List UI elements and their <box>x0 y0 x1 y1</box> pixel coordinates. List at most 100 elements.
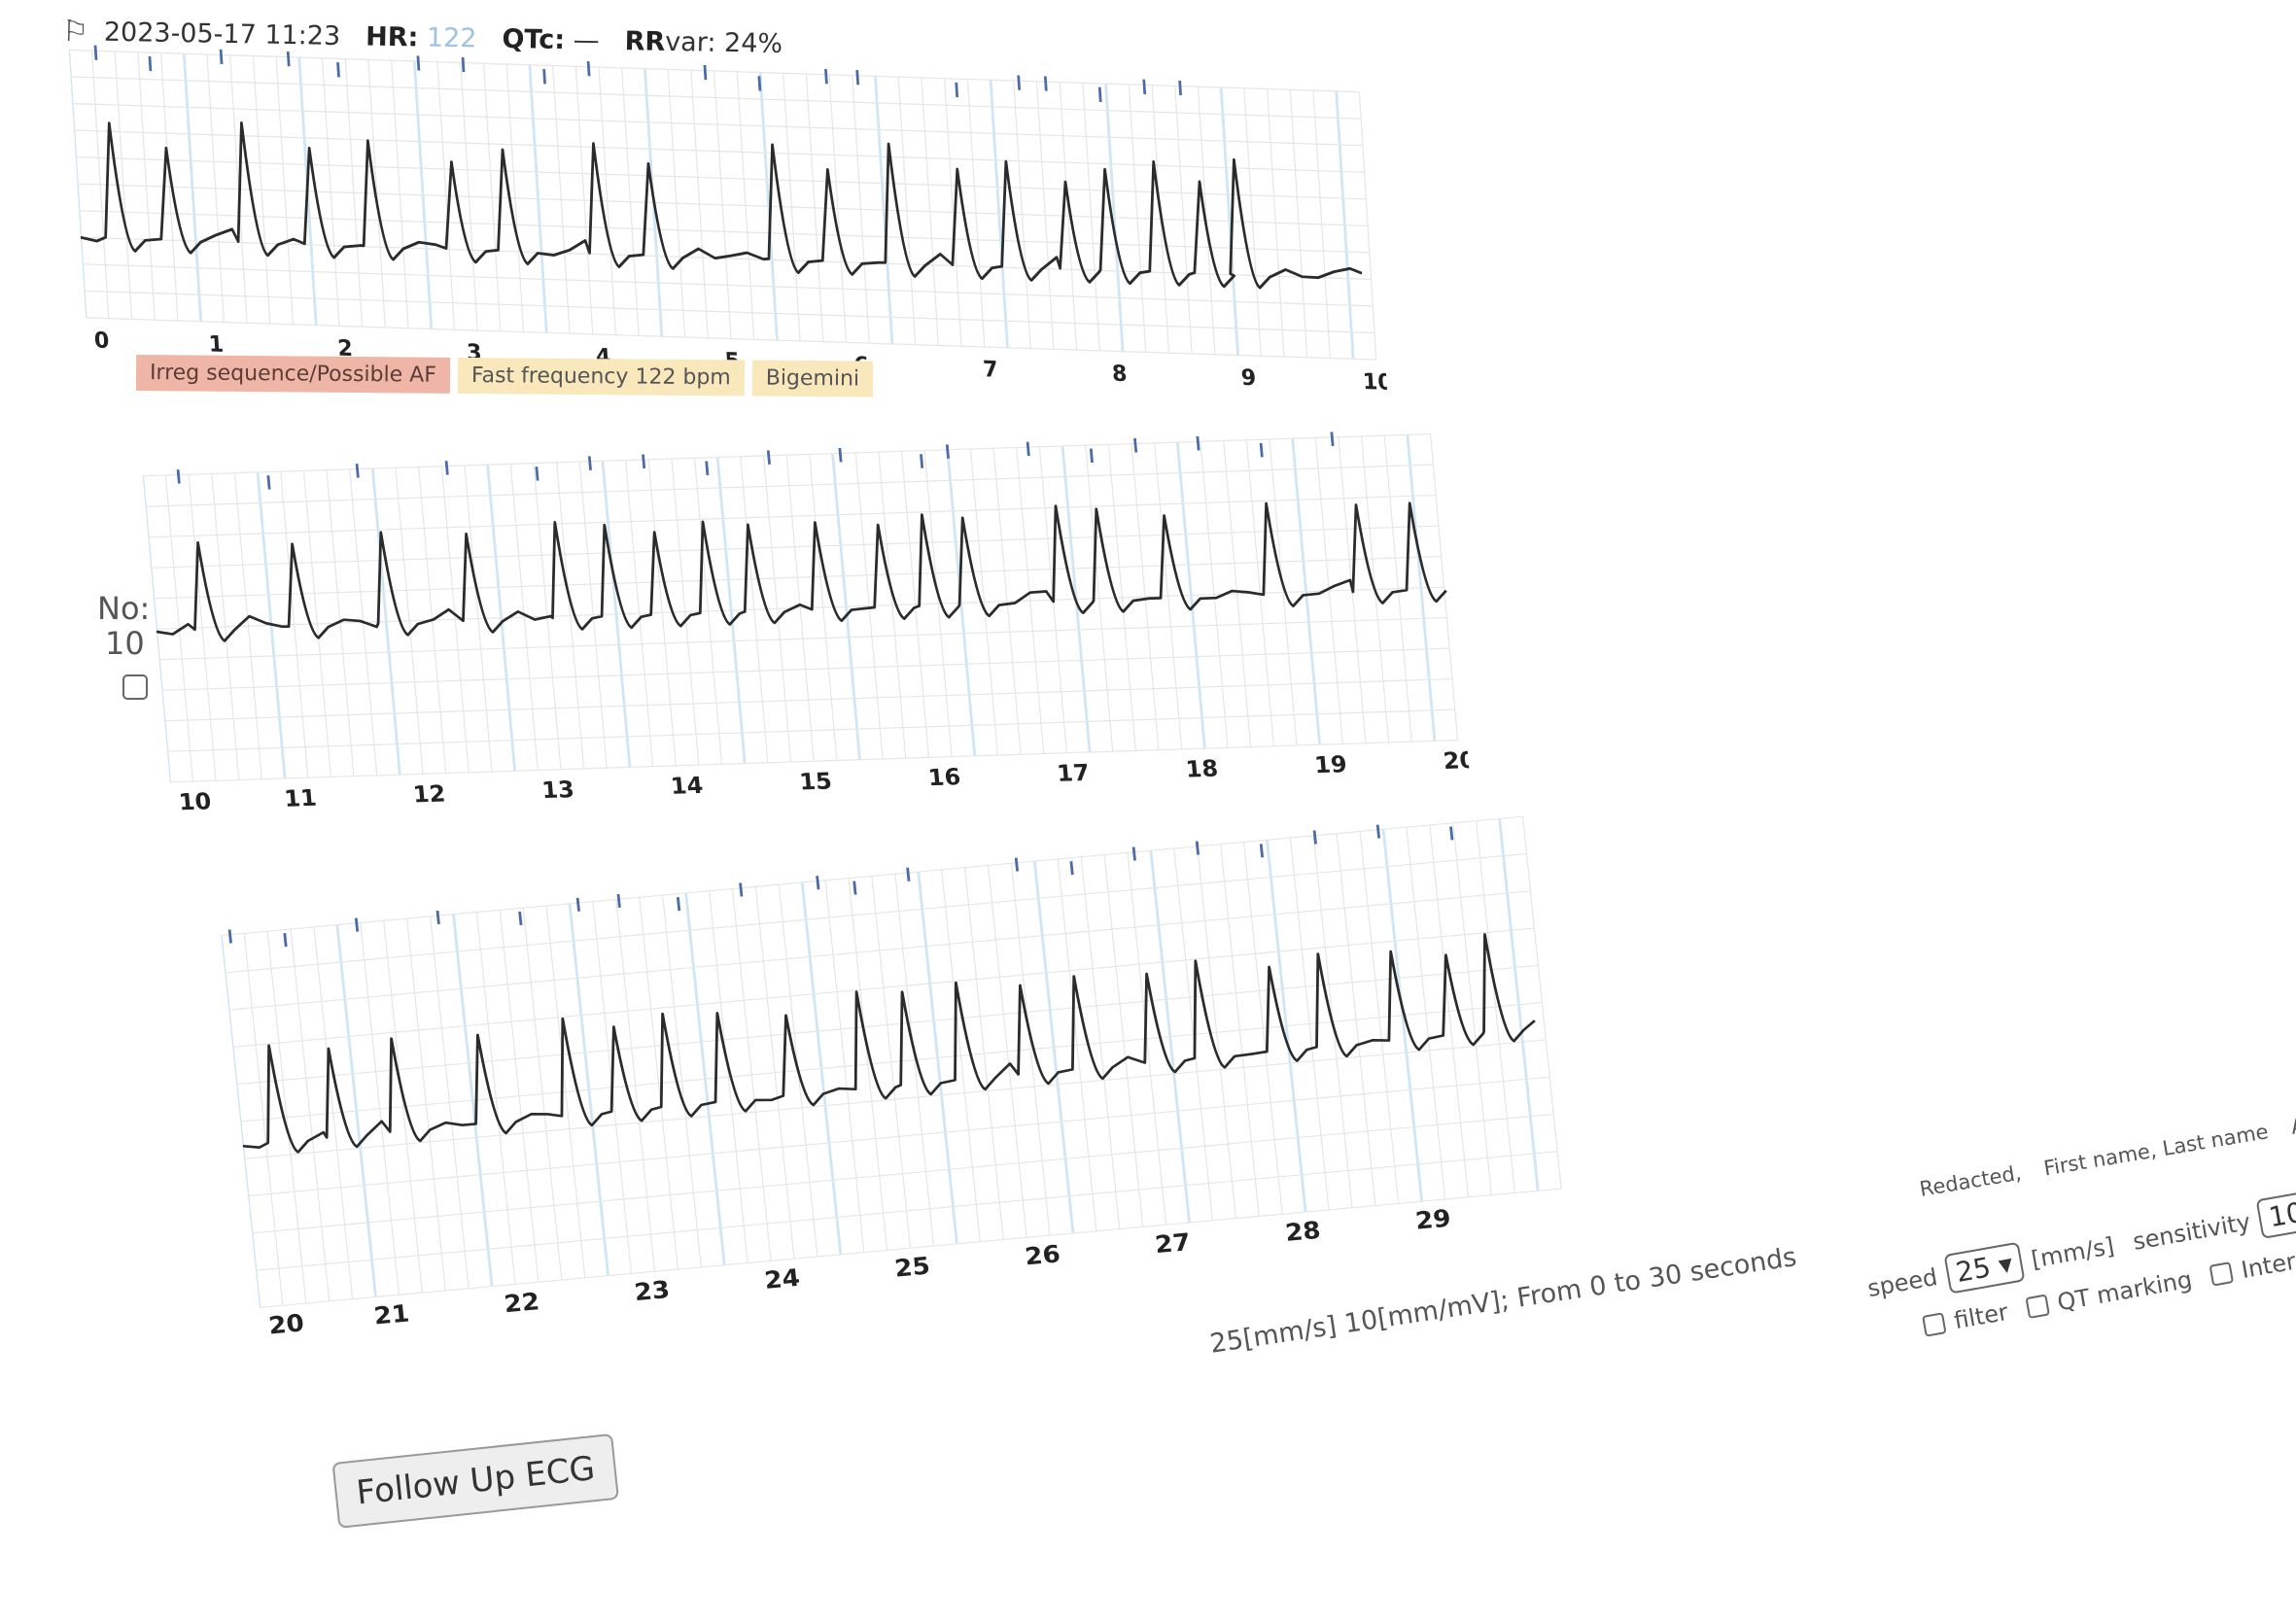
grid-line <box>141 475 172 782</box>
time-tick-label: 14 <box>670 772 705 800</box>
beat-marker <box>266 475 271 490</box>
ecg-strip-2-canvas: 10 11 12 13 14 15 16 17 18 19 20 <box>141 432 1472 815</box>
filter-label: filter <box>1952 1297 2010 1335</box>
grid-line <box>221 815 1523 937</box>
time-tick-label: 24 <box>763 1263 801 1295</box>
sensitivity-select[interactable]: 10 ▾ <box>2255 1186 2296 1239</box>
beat-marker <box>336 62 340 78</box>
time-tick-label: 25 <box>893 1251 931 1282</box>
grid-line <box>228 890 1531 1011</box>
beat-marker <box>219 49 224 65</box>
beat-marker <box>838 447 843 463</box>
grid-line <box>79 210 1370 254</box>
grid-line <box>148 495 1437 538</box>
sensitivity-label: sensitivity <box>2130 1207 2253 1256</box>
display-controls: speed 25 ▾ [mm/s] sensitivity 10 ▾ [m fi… <box>1864 1179 2296 1348</box>
grid-line <box>84 290 1375 334</box>
beat-marker <box>945 444 950 459</box>
record-number-block: No: 10 <box>97 591 150 700</box>
beat-marker <box>855 70 860 86</box>
grid-line <box>166 708 1455 752</box>
patient-info: Redacted, First name, Last name A0001 <box>1918 1105 2296 1201</box>
time-axis: 20 21 22 23 24 25 26 27 28 29 <box>267 1203 1452 1339</box>
beat-marker <box>355 464 360 478</box>
beat-marker <box>824 69 828 85</box>
time-tick-label: 22 <box>503 1287 540 1318</box>
grid-line <box>255 1151 1558 1271</box>
interpretation-checkbox[interactable] <box>2209 1261 2235 1287</box>
beat-marker <box>93 45 98 60</box>
beat-marker <box>148 55 153 72</box>
time-tick-label: 10 <box>178 788 213 816</box>
time-tick-label: 12 <box>412 780 447 809</box>
beat-marker <box>518 911 523 926</box>
time-tick-label: 1 <box>208 331 225 358</box>
grid-line <box>77 183 1369 226</box>
grid-line <box>75 155 1367 200</box>
beat-marker <box>1195 841 1200 855</box>
time-tick-label: 15 <box>798 768 833 796</box>
beat-marker <box>1178 80 1182 96</box>
grid-line <box>225 852 1527 974</box>
beat-marker <box>176 469 181 484</box>
follow-up-ecg-button[interactable]: Follow Up ECG <box>331 1433 620 1529</box>
beat-marker <box>227 929 232 944</box>
time-tick-label: 26 <box>1024 1239 1061 1270</box>
beat-marker <box>852 881 857 895</box>
grid-line <box>251 1113 1554 1234</box>
ecg-grid <box>68 49 1377 361</box>
qt-marking-checkbox[interactable] <box>2025 1294 2050 1320</box>
speed-select[interactable]: 25 ▾ <box>1943 1241 2026 1295</box>
ecg-grid <box>141 433 1459 783</box>
beat-marker <box>1097 86 1102 102</box>
grid-line <box>82 263 1374 307</box>
ecg-grid <box>219 815 1562 1308</box>
qtc-field: QTc: — <box>502 23 600 56</box>
time-tick-label: 20 <box>1443 746 1473 775</box>
record-number-label: No: <box>97 590 151 627</box>
beat-marker <box>586 61 591 77</box>
grid-line <box>151 525 1440 569</box>
chevron-down-icon: ▾ <box>1996 1247 2016 1282</box>
beat-marker <box>542 69 546 85</box>
grid-line <box>158 617 1447 661</box>
time-tick-label: 9 <box>1240 365 1257 392</box>
beat-marker <box>1259 844 1265 858</box>
beat-marker <box>1017 75 1022 90</box>
beat-marker <box>757 76 762 91</box>
time-tick-label: 7 <box>982 357 998 383</box>
grid-line <box>164 678 1453 722</box>
time-tick-label: 16 <box>927 763 962 791</box>
beat-marker <box>1069 861 1074 876</box>
beat-marker <box>1026 441 1030 457</box>
patient-name: First name, Last name <box>2041 1120 2271 1181</box>
beat-marker <box>1312 830 1317 845</box>
ecg-waveform <box>80 121 1363 290</box>
speed-label: speed <box>1864 1262 1940 1302</box>
ecg-strip-3: 20 21 22 23 24 25 26 27 28 29 <box>219 793 1588 1396</box>
time-tick-label: 23 <box>633 1275 671 1306</box>
beat-marker <box>705 461 710 475</box>
qt-marking-label: QT marking <box>2055 1265 2195 1317</box>
filter-checkbox[interactable] <box>1922 1312 1947 1337</box>
time-tick-label: 28 <box>1284 1216 1322 1247</box>
grid-line <box>156 586 1444 630</box>
time-tick-label: 18 <box>1185 755 1220 783</box>
ecg-strip-2: 10 11 12 13 14 15 16 17 18 19 20 <box>141 415 1472 843</box>
beat-marker <box>444 461 449 475</box>
beat-marker <box>283 933 288 948</box>
finding-badges: Irreg sequence/Possible AF Fast frequenc… <box>135 355 874 397</box>
time-axis: 10 11 12 13 14 15 16 17 18 19 20 <box>178 746 1472 815</box>
beat-marker <box>461 56 466 73</box>
time-tick-label: 10 <box>1362 369 1388 396</box>
record-select-checkbox[interactable] <box>122 674 148 700</box>
time-tick-label: 0 <box>93 328 110 354</box>
beat-marker <box>920 454 924 468</box>
grid-line <box>73 129 1365 173</box>
beat-marker <box>435 910 440 925</box>
beat-marker <box>906 867 911 881</box>
grid-line <box>259 1188 1562 1308</box>
beat-marker <box>766 450 771 465</box>
grid-line <box>169 740 1458 783</box>
beat-marker <box>739 882 744 897</box>
